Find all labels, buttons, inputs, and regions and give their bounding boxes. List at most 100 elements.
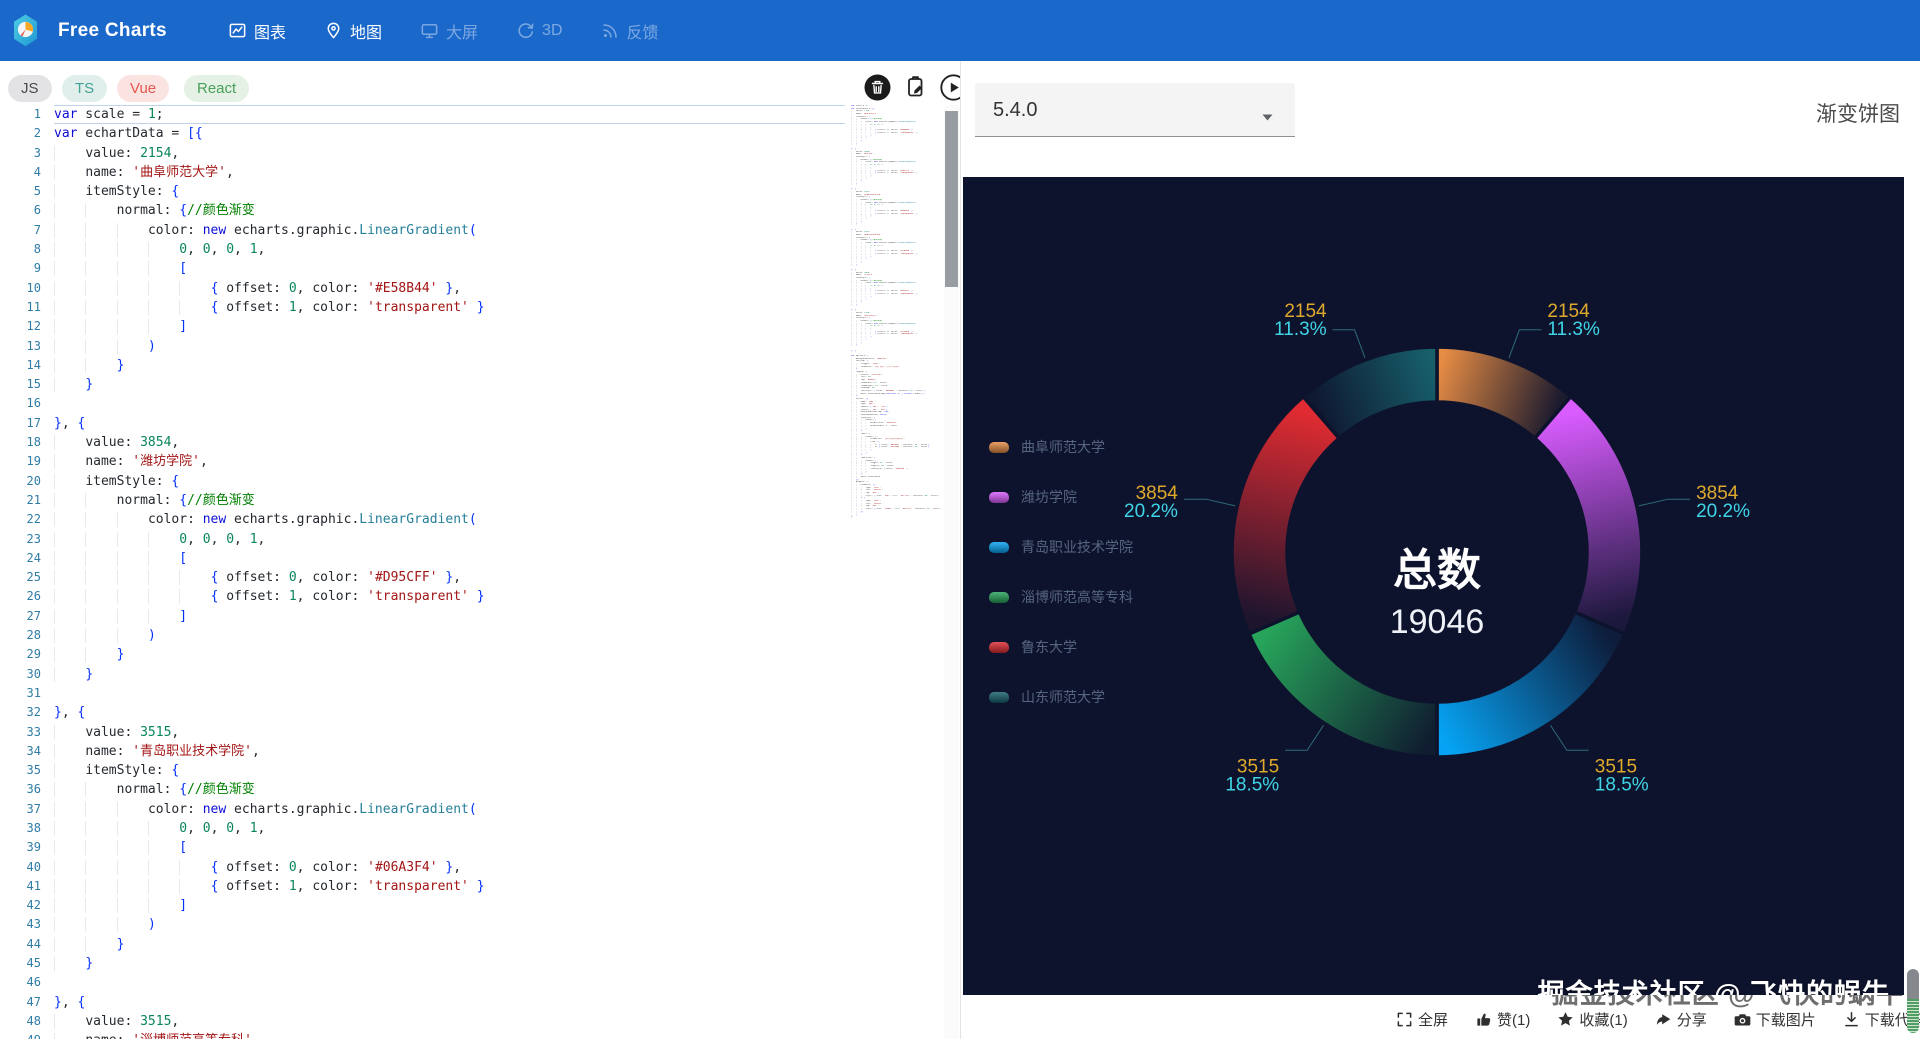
legend-item[interactable]: 曲阜师范大学 <box>989 437 1105 457</box>
code-line[interactable]: 7 color: new echarts.graphic.LinearGradi… <box>0 221 845 240</box>
nav-item-3d[interactable]: 3D <box>516 21 563 40</box>
code-line[interactable]: 39 [ <box>0 838 845 857</box>
code-line[interactable]: 21 normal: {//颜色渐变 <box>0 491 845 510</box>
nav-item-大屏[interactable]: 大屏 <box>420 19 478 43</box>
copy-icon[interactable] <box>900 72 931 103</box>
code-line[interactable]: 20 itemStyle: { <box>0 472 845 491</box>
code-line[interactable]: 45 } <box>0 954 845 973</box>
toolbar-star[interactable]: 收藏(1) <box>1557 1009 1628 1030</box>
delete-icon[interactable] <box>862 72 893 103</box>
code-line[interactable]: 24 [ <box>0 549 845 568</box>
line-number: 28 <box>26 628 41 643</box>
code-editor[interactable]: 1 var scale = 1; 2 var echartData = [{3 val… <box>0 105 845 1039</box>
chart-canvas[interactable]: 2154 11.3% 3854 20.2% 3515 18.5% 3515 18.5% 3854… <box>963 177 1904 995</box>
editor-scrollbar-thumb[interactable] <box>945 111 958 287</box>
code-line[interactable]: 47}, { <box>0 993 845 1012</box>
code-line[interactable]: 2 var echartData = [{ <box>0 124 845 143</box>
pie-slice[interactable] <box>1532 394 1644 637</box>
legend-item[interactable]: 潍坊学院 <box>989 487 1077 507</box>
legend-item[interactable]: 山东师范大学 <box>989 687 1105 707</box>
nav-item-地图[interactable]: 地图 <box>324 19 382 43</box>
code-line[interactable]: 17}, { <box>0 414 845 433</box>
editor-minimap[interactable]: var scale = 1; var echartData = [{ value:… <box>851 105 942 519</box>
tab-js[interactable]: JS <box>8 75 52 102</box>
page-scrollbar-thumb[interactable] <box>1907 969 1919 999</box>
pie-slice[interactable] <box>1300 345 1439 441</box>
code-line[interactable]: 1 var scale = 1; <box>0 105 845 125</box>
code-line[interactable]: 25 { offset: 0, color: '#D95CFF' }, <box>0 568 845 587</box>
toolbar-download[interactable]: 下载代码 <box>1843 1009 1920 1030</box>
code-line[interactable]: 26 { offset: 1, color: 'transparent' } <box>0 587 845 606</box>
code-line[interactable]: 15 } <box>0 375 845 394</box>
nav-item-反馈[interactable]: 反馈 <box>601 19 659 43</box>
code-line[interactable]: 14 } <box>0 356 845 375</box>
code-line[interactable]: 48 value: 3515, <box>0 1012 845 1031</box>
slice-percent-label: 11.3% <box>1547 319 1600 340</box>
page-scrollbar[interactable] <box>1907 969 1919 1033</box>
tab-react[interactable]: React <box>184 75 250 102</box>
code-line[interactable]: 13 ) <box>0 337 845 356</box>
code-line[interactable]: 29 } <box>0 645 845 664</box>
code-line[interactable]: 16 <box>0 394 845 413</box>
code-line[interactable]: 23 0, 0, 0, 1, <box>0 530 845 549</box>
code-line[interactable]: 35 itemStyle: { <box>0 761 845 780</box>
code-line[interactable]: 33 value: 3515, <box>0 723 845 742</box>
legend-swatch <box>989 641 1009 653</box>
toolbar-fullscreen[interactable]: 全屏 <box>1396 1009 1448 1030</box>
line-number: 21 <box>26 492 41 507</box>
legend-item[interactable]: 鲁东大学 <box>989 637 1077 657</box>
code-line[interactable]: 22 color: new echarts.graphic.LinearGrad… <box>0 510 845 529</box>
slice-value-label: 2154 <box>1284 301 1327 322</box>
code-line[interactable]: 18 value: 3854, <box>0 433 845 452</box>
legend-swatch <box>989 591 1009 603</box>
code-line[interactable]: 8 0, 0, 0, 1, <box>0 240 845 259</box>
code-line[interactable]: 4 name: '曲阜师范大学', <box>0 163 845 182</box>
tab-ts[interactable]: TS <box>62 75 108 102</box>
pie-slice[interactable] <box>1230 394 1342 637</box>
toolbar-share[interactable]: 分享 <box>1655 1009 1707 1030</box>
code-line[interactable]: 11 { offset: 1, color: 'transparent' } <box>0 298 845 317</box>
code-line[interactable]: 30 } <box>0 665 845 684</box>
code-line[interactable]: 32}, { <box>0 703 845 722</box>
slice-percent-label: 11.3% <box>1274 319 1327 340</box>
legend-item[interactable]: 淄博师范高等专科 <box>989 587 1133 607</box>
rotate-3d-icon <box>516 21 535 40</box>
slice-percent-label: 18.5% <box>1595 774 1649 795</box>
code-line[interactable]: 31 <box>0 684 845 703</box>
editor-scrollbar[interactable] <box>944 105 959 1039</box>
toolbar-thumbs-up[interactable]: 赞(1) <box>1475 1009 1530 1030</box>
code-line[interactable]: 9 [ <box>0 259 845 278</box>
echarts-version-select[interactable]: 5.4.0 <box>975 83 1295 137</box>
app-logo-icon[interactable] <box>13 14 38 52</box>
code-line[interactable]: 44 } <box>0 935 845 954</box>
code-line[interactable]: 38 0, 0, 0, 1, <box>0 819 845 838</box>
code-line[interactable]: 41 { offset: 1, color: 'transparent' } <box>0 877 845 896</box>
code-line[interactable]: 40 { offset: 0, color: '#06A3F4' }, <box>0 858 845 877</box>
code-line[interactable]: 37 color: new echarts.graphic.LinearGrad… <box>0 800 845 819</box>
code-line[interactable]: 34 name: '青岛职业技术学院', <box>0 742 845 761</box>
code-line[interactable]: 19 name: '潍坊学院', <box>0 452 845 471</box>
code-line[interactable]: 46 <box>0 973 845 992</box>
selected-version: 5.4.0 <box>993 99 1038 121</box>
code-line[interactable]: 12 ] <box>0 317 845 336</box>
code-line[interactable]: 42 ] <box>0 896 845 915</box>
code-line[interactable]: 27 ] <box>0 607 845 626</box>
toolbar-camera[interactable]: 下载图片 <box>1734 1009 1816 1030</box>
code-line[interactable]: 36 normal: {//颜色渐变 <box>0 780 845 799</box>
nav-item-label: 地图 <box>350 24 383 42</box>
donut-chart[interactable]: 215411.3%385420.2%351518.5%351518.5%3854… <box>963 177 1904 995</box>
code-line[interactable]: 43 ) <box>0 915 845 934</box>
code-line[interactable]: 49 name: '淄博师范高等专科', <box>0 1031 845 1039</box>
center-title: 总数 <box>1393 546 1481 595</box>
nav-item-图表[interactable]: 图表 <box>228 19 286 43</box>
tab-vue[interactable]: Vue <box>117 75 170 102</box>
code-line[interactable]: 28 ) <box>0 626 845 645</box>
legend-item[interactable]: 青岛职业技术学院 <box>989 537 1133 557</box>
center-total: 19046 <box>1390 603 1485 641</box>
code-line[interactable]: 5 itemStyle: { <box>0 182 845 201</box>
code-line[interactable]: 6 normal: {//颜色渐变 <box>0 201 845 220</box>
code-line[interactable]: 3 value: 2154, <box>0 144 845 163</box>
line-number: 1 <box>33 107 41 121</box>
page-scrollbar-stripes <box>1907 999 1919 1033</box>
code-line[interactable]: 10 { offset: 0, color: '#E58B44' }, <box>0 279 845 298</box>
